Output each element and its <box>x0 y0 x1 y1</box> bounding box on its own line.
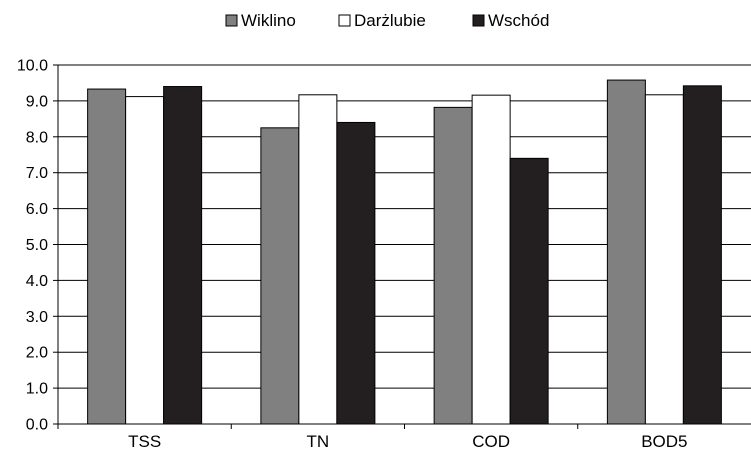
x-tick-label: TN <box>307 432 330 451</box>
bar-dar-lubie-bod5 <box>644 94 684 425</box>
y-tick-label: 9.0 <box>26 93 48 110</box>
bar-dar-lubie-tss <box>125 96 165 425</box>
bar-wiklino-tss <box>87 88 127 425</box>
bar-wiklino-cod <box>433 106 473 425</box>
y-tick-label: 1.0 <box>26 381 48 398</box>
x-tick-label: COD <box>472 432 510 451</box>
bar-wiklino-tn <box>260 127 300 425</box>
y-tick-label: 10.0 <box>17 58 48 75</box>
bar-wsch-d-tss <box>163 86 203 425</box>
y-tick-label: 4.0 <box>26 273 48 290</box>
bar-dar-lubie-cod <box>471 94 511 425</box>
legend: Wiklino Darżlubie Wschód <box>225 11 549 30</box>
x-axis: TSS TN COD BOD5 <box>57 423 751 451</box>
legend-label: Wschód <box>488 11 549 30</box>
bar-wsch-d-tn <box>336 121 376 425</box>
y-tick-label: 0.0 <box>26 417 48 434</box>
legend-label: Darżlubie <box>354 11 426 30</box>
y-axis: 0.0 1.0 2.0 3.0 4.0 5.0 6.0 7.0 8.0 9.0 10.0 <box>17 58 59 434</box>
legend-item-dar-lubie: Darżlubie <box>338 11 426 30</box>
bar-wsch-d-bod5 <box>682 85 722 425</box>
y-tick-label: 7.0 <box>26 165 48 182</box>
bar-wsch-d-cod <box>509 157 549 425</box>
y-tick-label: 6.0 <box>26 201 48 218</box>
legend-label: Wiklino <box>241 11 296 30</box>
legend-swatch <box>225 14 238 27</box>
y-tick-label: 3.0 <box>26 309 48 326</box>
bar-dar-lubie-tn <box>298 94 338 425</box>
y-tick-label: 8.0 <box>26 129 48 146</box>
y-tick-label: 5.0 <box>26 237 48 254</box>
y-tick-label: 2.0 <box>26 345 48 362</box>
x-tick-label: BOD5 <box>641 432 687 451</box>
bars <box>87 79 722 425</box>
legend-swatch <box>472 14 485 27</box>
x-tick-label: TSS <box>128 432 161 451</box>
legend-item-wiklino: Wiklino <box>225 11 296 30</box>
bar-wiklino-bod5 <box>606 79 646 425</box>
legend-swatch <box>338 14 351 27</box>
legend-item-wsch-d: Wschód <box>472 11 549 30</box>
